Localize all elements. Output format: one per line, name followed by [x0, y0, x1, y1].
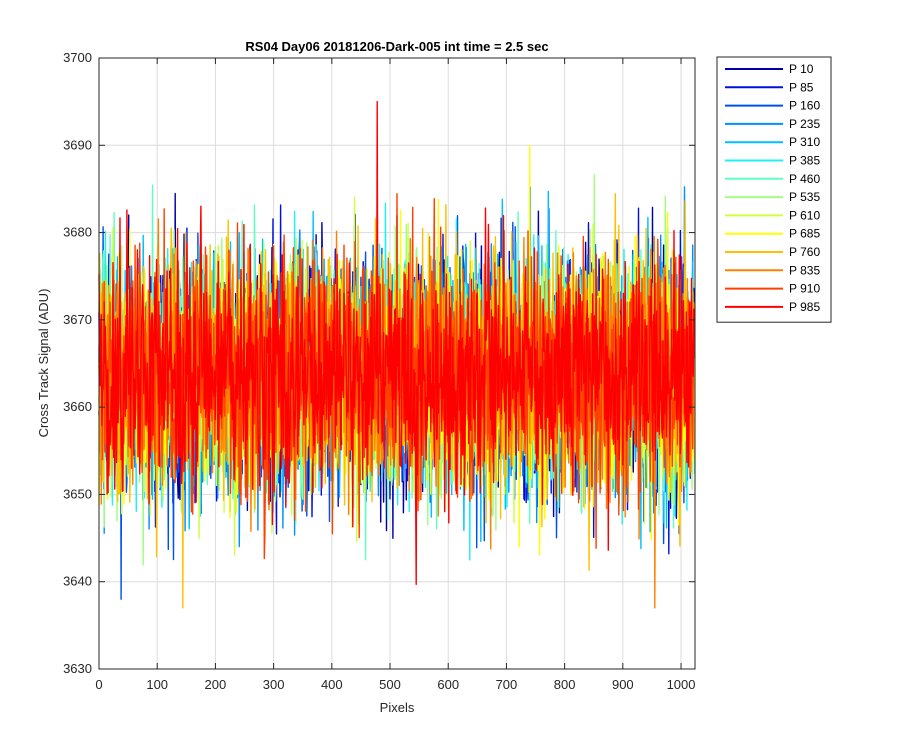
- plot-frame: [98, 57, 696, 670]
- legend-label: P 160: [789, 99, 820, 113]
- chart-title: RS04 Day06 20181206-Dark-005 int time = …: [245, 39, 548, 54]
- legend-label: P 235: [789, 117, 820, 131]
- legend-label: P 760: [789, 245, 820, 259]
- legend-label: P 10: [789, 62, 814, 76]
- y-axis-label: Cross Track Signal (ADU): [36, 289, 51, 438]
- x-tick-label: 100: [146, 677, 168, 692]
- x-axis-label: Pixels: [380, 700, 415, 715]
- legend-label: P 610: [789, 208, 820, 222]
- y-tick-label: 3700: [63, 50, 92, 65]
- axis-ticks: 0 100 200 300 400 500 600 700 800 900 1000 3630 3640…: [63, 50, 695, 692]
- legend-label: P 685: [789, 227, 820, 241]
- x-tick-label: 1000: [667, 677, 696, 692]
- legend-label: P 85: [789, 80, 814, 94]
- series-line-p985: [98, 100, 696, 586]
- x-tick-label: 500: [379, 677, 401, 692]
- x-tick-label: 300: [263, 677, 285, 692]
- x-tick-label: 700: [496, 677, 518, 692]
- x-tick-label: 400: [321, 677, 343, 692]
- legend-label: P 535: [789, 190, 820, 204]
- series-layer: [98, 100, 696, 609]
- legend-label: P 310: [789, 135, 820, 149]
- y-tick-label: 3660: [63, 399, 92, 414]
- y-tick-label: 3650: [63, 486, 92, 501]
- legend-box: [716, 56, 832, 323]
- x-tick-label: 600: [437, 677, 459, 692]
- legend-label: P 460: [789, 172, 820, 186]
- legend-label: P 385: [789, 154, 820, 168]
- y-tick-label: 3630: [63, 661, 92, 676]
- y-tick-label: 3670: [63, 312, 92, 327]
- y-tick-label: 3640: [63, 574, 92, 589]
- legend-label: P 910: [789, 282, 820, 296]
- legend-label: P 835: [789, 263, 820, 277]
- x-tick-label: 900: [612, 677, 634, 692]
- x-tick-label: 200: [205, 677, 227, 692]
- legend: P 10 P 85 P 160 P 235 P 310 P 385 P 460 P 535 P …: [716, 56, 832, 323]
- y-tick-label: 3680: [63, 225, 92, 240]
- y-tick-label: 3690: [63, 137, 92, 152]
- x-tick-label: 0: [95, 677, 102, 692]
- legend-label: P 985: [789, 300, 820, 314]
- x-tick-label: 800: [554, 677, 576, 692]
